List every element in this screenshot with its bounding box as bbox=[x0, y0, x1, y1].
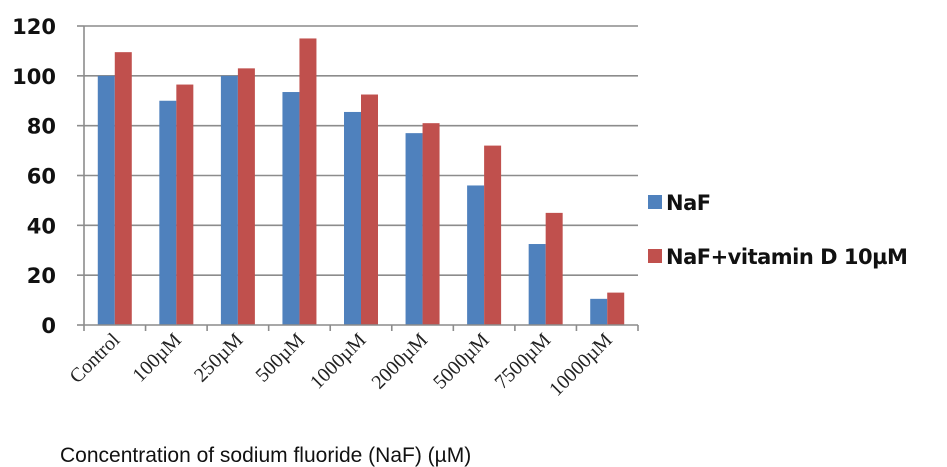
x-tick-label: 10000µM bbox=[545, 329, 617, 401]
x-tick-label: 2000µM bbox=[368, 329, 433, 394]
bar-naf-vitamin-d bbox=[545, 212, 563, 325]
legend-swatch bbox=[648, 195, 662, 209]
bar-naf-vitamin-d bbox=[422, 123, 440, 325]
bar-naf bbox=[220, 75, 238, 325]
y-tick-labels: 0 20 40 60 80 100 120 bbox=[12, 15, 56, 338]
y-tick-label: 120 bbox=[12, 15, 56, 39]
y-tick-label: 20 bbox=[27, 264, 56, 288]
bar-naf bbox=[590, 298, 608, 325]
bar-naf-vitamin-d bbox=[484, 145, 502, 325]
bar-naf-vitamin-d bbox=[607, 292, 625, 325]
x-tick-labels: Control 100µM 250µM 500µM1000µM2000µM5000µM… bbox=[66, 329, 617, 401]
axes bbox=[77, 25, 639, 331]
y-tick-label: 60 bbox=[27, 165, 56, 189]
bars bbox=[97, 38, 625, 326]
bar-naf bbox=[405, 133, 423, 325]
bar-naf-vitamin-d bbox=[176, 84, 194, 325]
bar-naf bbox=[97, 75, 115, 325]
bar-naf bbox=[159, 100, 177, 325]
bar-naf-vitamin-d bbox=[237, 68, 255, 325]
bar-naf-vitamin-d bbox=[114, 52, 132, 325]
bar-naf bbox=[282, 92, 300, 325]
x-tick-label: 5000µM bbox=[429, 329, 494, 394]
bar-naf-vitamin-d bbox=[299, 38, 317, 325]
bar-naf-vitamin-d bbox=[361, 94, 378, 325]
legend-label: NaF bbox=[666, 191, 711, 215]
bar-naf bbox=[344, 111, 361, 326]
y-tick-label: 0 bbox=[41, 314, 56, 338]
legend-swatch bbox=[648, 249, 662, 263]
legend-label: NaF+vitamin D 10µM bbox=[666, 245, 907, 269]
y-tick-label: 100 bbox=[12, 65, 56, 89]
x-tick-label: 250µM bbox=[190, 329, 248, 387]
bar-naf bbox=[467, 185, 485, 325]
x-axis-label: Concentration of sodium fluoride (NaF) (… bbox=[60, 444, 471, 467]
x-tick-label: 500µM bbox=[251, 329, 309, 387]
x-tick-label: Control bbox=[66, 329, 125, 388]
y-tick-label: 80 bbox=[27, 115, 56, 139]
x-tick-label: 1000µM bbox=[306, 329, 371, 394]
x-tick-label: 100µM bbox=[128, 329, 186, 387]
bar-naf bbox=[528, 244, 546, 325]
legend: NaF NaF+vitamin D 10µM bbox=[648, 191, 908, 269]
y-tick-label: 40 bbox=[27, 214, 56, 238]
